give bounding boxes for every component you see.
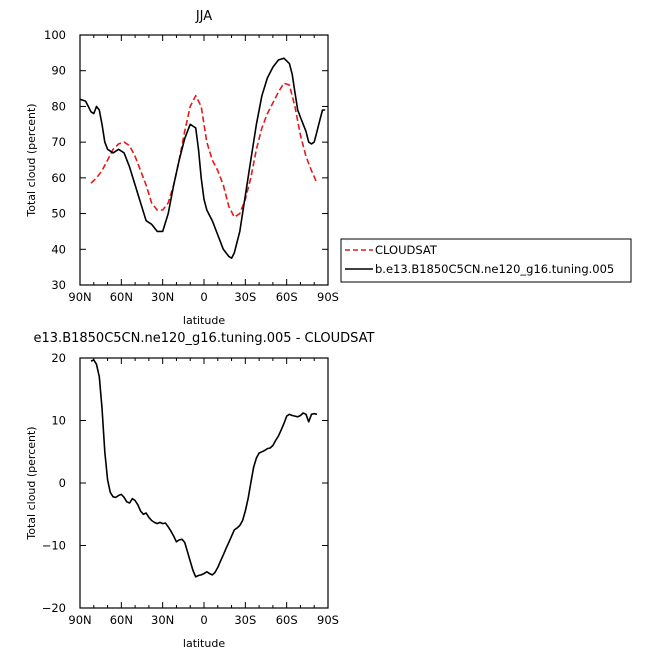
top-x-tick-label: 90S <box>317 290 339 304</box>
top-series-layer <box>79 57 326 260</box>
top-chart-title: JJA <box>195 9 212 24</box>
top-series-line-1 <box>79 57 326 260</box>
top-y-tick-label: 80 <box>51 99 66 113</box>
bottom-x-tick-label: 90N <box>68 613 91 627</box>
top-tick-layer: 90N 60N 30N 0 30S 60S 90S 30 40 50 60 70 80 90 100 <box>44 28 339 304</box>
bottom-x-tick-label: 60S <box>276 613 298 627</box>
top-y-tick-label: 90 <box>51 64 66 78</box>
top-y-tick-label: 70 <box>51 135 66 149</box>
bottom-x-axis-label: latitude <box>183 637 225 650</box>
bottom-tick-layer: 90N 60N 30N 0 30S 60S 90S −20 −10 0 10 20 <box>42 351 339 627</box>
top-x-tick-label: 30S <box>234 290 256 304</box>
top-x-tick-label: 0 <box>200 290 207 304</box>
bottom-series-layer <box>90 359 318 578</box>
bottom-plot-frame <box>79 357 329 609</box>
bottom-y-tick-label: −20 <box>42 601 66 615</box>
top-y-tick-label: 60 <box>51 171 66 185</box>
bottom-y-tick-label: 20 <box>51 351 66 365</box>
legend-box <box>340 238 632 283</box>
bottom-chart-title: e13.B1850C5CN.ne120_g16.tuning.005 - CLO… <box>34 331 375 346</box>
bottom-y-axis-label: Total cloud (percent) <box>25 426 38 540</box>
bottom-y-tick-label: −10 <box>42 539 66 553</box>
top-y-axis-label: Total cloud (percent) <box>25 103 38 217</box>
legend-label-cloudsat: CLOUDSAT <box>375 243 438 257</box>
bottom-y-tick-label: 0 <box>59 476 66 490</box>
top-panel: JJA 90N 60N 30N 0 30S 60S 90S 30 40 50 60 70 80 90 100… <box>25 9 632 327</box>
bottom-x-tick-label: 30S <box>234 613 256 627</box>
bottom-y-tick-label: 10 <box>51 414 66 428</box>
top-x-axis-label: latitude <box>183 314 225 327</box>
top-y-tick-label: 40 <box>51 242 66 256</box>
bottom-x-tick-label: 90S <box>317 613 339 627</box>
bottom-x-tick-label: 30N <box>151 613 174 627</box>
top-y-tick-label: 50 <box>51 207 66 221</box>
top-plot-frame <box>79 34 329 286</box>
top-x-tick-label: 60N <box>110 290 133 304</box>
top-y-tick-label: 100 <box>44 28 66 42</box>
top-x-tick-label: 90N <box>68 290 91 304</box>
bottom-panel: e13.B1850C5CN.ne120_g16.tuning.005 - CLO… <box>25 331 375 650</box>
legend-label-model: b.e13.B1850C5CN.ne120_g16.tuning.005 <box>375 262 614 276</box>
top-y-tick-label: 30 <box>51 278 66 292</box>
top-x-tick-label: 60S <box>276 290 298 304</box>
legend: CLOUDSAT b.e13.B1850C5CN.ne120_g16.tunin… <box>340 238 632 283</box>
bottom-x-tick-label: 60N <box>110 613 133 627</box>
bottom-series-line-0 <box>90 359 318 578</box>
bottom-x-tick-label: 0 <box>200 613 207 627</box>
top-x-tick-label: 30N <box>151 290 174 304</box>
top-series-line-0 <box>90 82 318 218</box>
